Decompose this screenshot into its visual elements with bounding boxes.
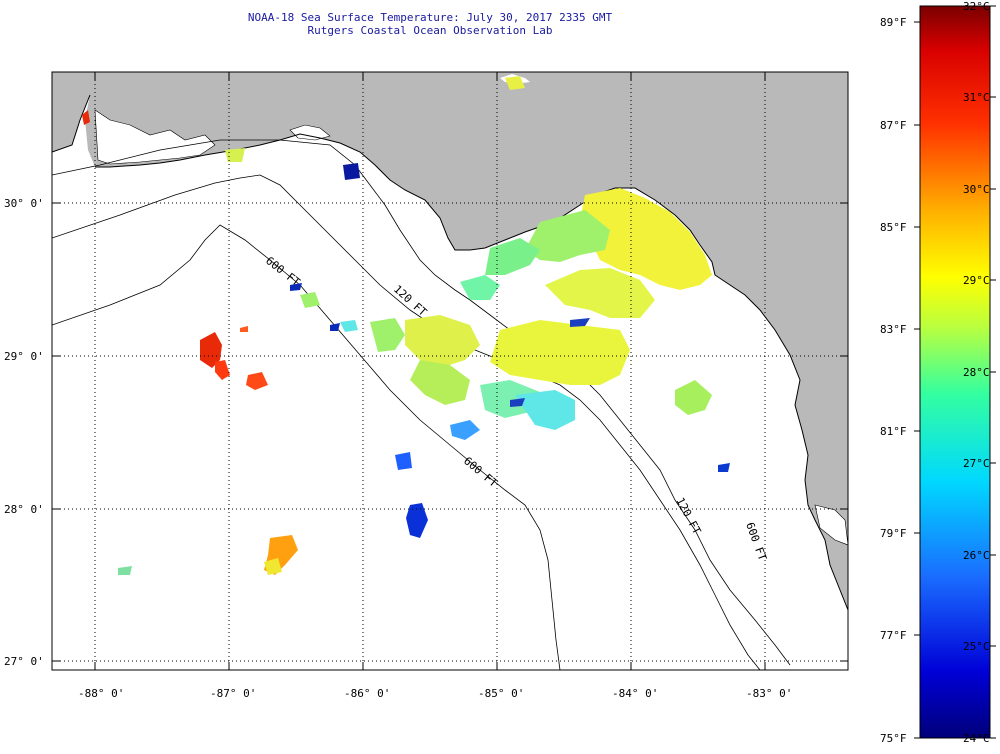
- colorbar-ticks: [914, 5, 996, 739]
- bay-water: [289, 124, 331, 141]
- colorbar-c-label: 30°C: [963, 183, 990, 196]
- depth-contour-deep: [52, 224, 561, 670]
- lon-label: -85° 0': [478, 687, 524, 700]
- colorbar-c-label: 28°C: [963, 366, 990, 379]
- graticule: [52, 72, 848, 670]
- lat-label: 29° 0': [4, 350, 44, 363]
- bay-water: [814, 504, 848, 546]
- depth-contour-600ft: [52, 174, 761, 670]
- lon-label: -86° 0': [344, 687, 390, 700]
- lon-label: -83° 0': [746, 687, 792, 700]
- colorbar-f-label: 87°F: [880, 119, 907, 132]
- colorbar-c-label: 32°C: [963, 0, 990, 13]
- colorbar-f-label: 79°F: [880, 527, 907, 540]
- map-subtitle: Rutgers Coastal Ocean Observation Lab: [307, 24, 553, 37]
- colorbar-c-label: 24°C: [963, 732, 990, 745]
- sst-data: [82, 76, 730, 575]
- colorbar-f-label: 89°F: [880, 16, 907, 29]
- colorbar-f-label: 77°F: [880, 629, 907, 642]
- colorbar-c-label: 26°C: [963, 549, 990, 562]
- colorbar-f-label: 83°F: [880, 323, 907, 336]
- depth-contour-120ft: [52, 139, 791, 666]
- colorbar-f-label: 75°F: [880, 732, 907, 745]
- coastline: [52, 94, 848, 611]
- lat-label: 27° 0': [4, 655, 44, 668]
- colorbar-c-label: 27°C: [963, 457, 990, 470]
- map-frame: [51, 71, 849, 671]
- colorbar-c-label: 25°C: [963, 640, 990, 653]
- map-title: NOAA-18 Sea Surface Temperature: July 30…: [247, 11, 613, 24]
- axis-ticks: [52, 72, 848, 670]
- lat-label: 30° 0': [4, 197, 44, 210]
- colorbar: [919, 5, 991, 739]
- colorbar-f-label: 85°F: [880, 221, 907, 234]
- colorbar-c-label: 31°C: [963, 91, 990, 104]
- lat-label: 28° 0': [4, 503, 44, 516]
- lon-label: -87° 0': [210, 687, 256, 700]
- colorbar-f-label: 81°F: [880, 425, 907, 438]
- lon-label: -84° 0': [612, 687, 658, 700]
- lon-label: -88° 0': [78, 687, 124, 700]
- colorbar-c-label: 29°C: [963, 274, 990, 287]
- bay-water: [94, 109, 216, 165]
